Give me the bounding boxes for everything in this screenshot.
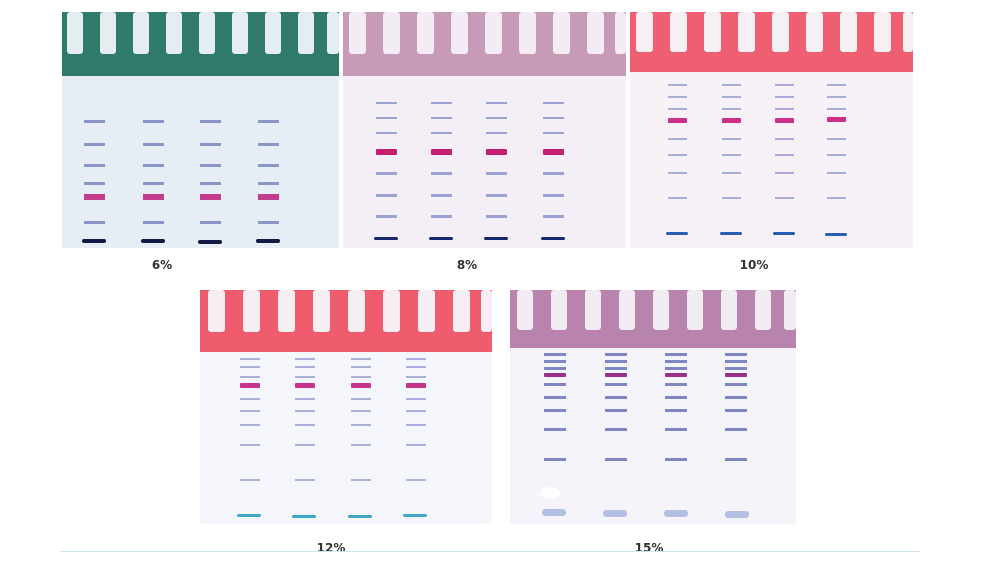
divider-line xyxy=(60,551,920,552)
gel-15-image xyxy=(510,290,796,524)
gel-6-label: 6% xyxy=(151,258,173,272)
gel-8-label: 8% xyxy=(456,258,478,272)
gel-15-label: 15% xyxy=(634,541,664,555)
gel-6-svg xyxy=(62,12,339,248)
gel-8-svg xyxy=(343,12,626,248)
gel-12-label: 12% xyxy=(316,541,346,555)
gel-12-image xyxy=(200,290,492,524)
gel-10-image xyxy=(630,12,913,248)
gel-6-image xyxy=(62,12,339,248)
gel-15-svg xyxy=(510,290,796,524)
gel-8-image xyxy=(343,12,626,248)
gel-12-svg xyxy=(200,290,492,524)
gel-10-label: 10% xyxy=(739,258,769,272)
gel-6-ladder xyxy=(84,120,279,224)
gel-10-svg xyxy=(630,12,913,248)
